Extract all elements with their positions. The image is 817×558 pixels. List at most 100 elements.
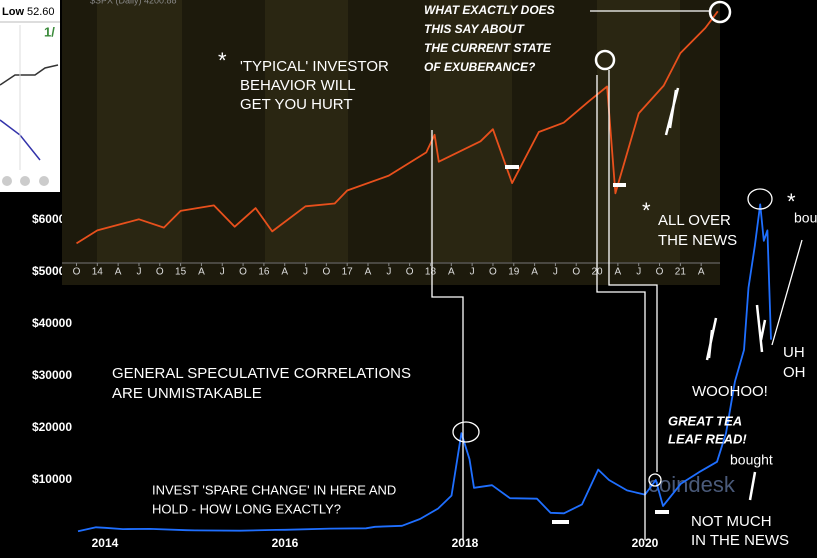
x-tick-label: O	[656, 267, 664, 278]
x-tick-label: J	[136, 267, 141, 278]
connector	[771, 239, 803, 346]
x-tick-label: 15	[175, 267, 187, 278]
annotation: GENERAL SPECULATIVE CORRELATIONS	[112, 365, 411, 382]
widget: Low 52.60 1/	[0, 0, 60, 192]
band	[265, 0, 348, 262]
x-tick-label: O	[322, 267, 330, 278]
x-tick-label: A	[198, 267, 205, 278]
x-tick-label: A	[115, 267, 122, 278]
x-tick-label: J	[386, 267, 391, 278]
annotation: *	[218, 48, 227, 73]
dash	[552, 520, 569, 524]
data-line	[76, 10, 719, 245]
x-tick-label: 2018	[452, 536, 479, 550]
y-tick-label: $10000	[32, 472, 72, 486]
x-tick-label: A	[365, 267, 372, 278]
annotation: LEAF READ!	[668, 431, 747, 446]
button[interactable]	[39, 176, 49, 186]
x-tick-label: A	[531, 267, 538, 278]
annotations: WHAT EXACTLY DOES THIS SAY ABOUT THE CURRE…	[112, 3, 817, 549]
y-tick-label: $20000	[32, 420, 72, 434]
x-tick-label: J	[553, 267, 558, 278]
annotation: 'TYPICAL' INVESTOR	[240, 58, 389, 75]
x-tick-label: A	[281, 267, 288, 278]
y-tick-label: $40000	[32, 316, 72, 330]
annotation: GET YOU HURT	[240, 96, 353, 113]
annotation: bought	[730, 452, 773, 468]
x-tick-label: 19	[508, 267, 520, 278]
annotation: ALL OVER	[658, 212, 731, 229]
x-tick-label: O	[406, 267, 414, 278]
circle-mark	[452, 421, 480, 443]
watermark: coindesk	[648, 472, 736, 497]
annotation: *	[787, 189, 796, 214]
x-tick-label: A	[698, 267, 705, 278]
dashes	[505, 165, 669, 524]
scribble	[664, 87, 680, 136]
band	[97, 0, 182, 262]
annotation: INVEST 'SPARE CHANGE' IN HERE AND	[152, 482, 396, 497]
x-tick-label: O	[572, 267, 580, 278]
connector	[608, 70, 658, 472]
y-tick-label: $30000	[32, 368, 72, 382]
x-tick-label: A	[448, 267, 455, 278]
annotation: OH	[783, 364, 806, 381]
annotation: GREAT TEA	[668, 413, 742, 428]
annotation: WOOHOO!	[692, 383, 768, 400]
drawings	[431, 0, 803, 540]
x-tick-label: O	[489, 267, 497, 278]
x-tick-label: 2020	[632, 536, 659, 550]
band	[430, 0, 512, 262]
circle-mark	[648, 473, 662, 487]
x-tick-label: J	[303, 267, 308, 278]
x-tick-label: O	[156, 267, 164, 278]
x-tick-label: O	[73, 267, 81, 278]
x-tick-label: 2014	[92, 536, 119, 550]
annotation: NOT MUCH	[691, 513, 772, 530]
low-label: Low	[2, 6, 24, 18]
x-tick-label: J	[636, 267, 641, 278]
tab-label: 1/	[44, 24, 55, 39]
circle-mark	[747, 188, 773, 210]
x-tick-label: J	[220, 267, 225, 278]
data-line	[77, 203, 772, 533]
x-tick-label: J	[470, 267, 475, 278]
low-value: 52.60	[27, 6, 55, 18]
annotation: THE NEWS	[658, 232, 737, 249]
circle-mark	[708, 0, 732, 24]
button[interactable]	[2, 176, 12, 186]
annotation: HOLD - HOW LONG EXACTLY?	[152, 501, 341, 516]
annotation: ARE UNMISTAKABLE	[112, 385, 262, 402]
widget-panel	[0, 0, 60, 192]
spx-chart: O 14 A J O 15 A J O 16 A J O 17 A J O 18 A J O 19 A J O 20 A J O 21 A$…	[62, 0, 720, 285]
annotation: IN THE NEWS	[691, 532, 789, 549]
x-tick-label: 14	[92, 267, 104, 278]
annotation: WHAT EXACTLY DOES	[424, 3, 555, 17]
x-tick-label: 16	[258, 267, 270, 278]
x-tick-label: 17	[342, 267, 354, 278]
connector	[596, 75, 646, 540]
annotation: *	[642, 198, 651, 223]
circle-mark	[594, 49, 616, 71]
dash	[613, 183, 626, 187]
annotation: THIS SAY ABOUT	[424, 22, 525, 36]
annotation: BEHAVIOR WILL	[240, 77, 356, 94]
scribble	[755, 304, 767, 353]
x-tick-label: 2016	[272, 536, 299, 550]
x-tick-label: O	[239, 267, 247, 278]
scribble	[705, 317, 718, 361]
x-tick-label: 21	[675, 267, 687, 278]
dash	[505, 165, 519, 169]
annotation: bought	[794, 210, 817, 226]
x-tick-label: A	[615, 267, 622, 278]
mini-line	[0, 64, 59, 86]
scribble	[748, 471, 757, 501]
annotation: OF EXUBERANCE?	[424, 60, 536, 74]
connector	[431, 130, 464, 540]
dash	[655, 510, 669, 514]
x-tick-label: 18	[425, 267, 437, 278]
chart-title: $SPX (Daily) 4200.88	[90, 0, 177, 5]
button[interactable]	[20, 176, 30, 186]
